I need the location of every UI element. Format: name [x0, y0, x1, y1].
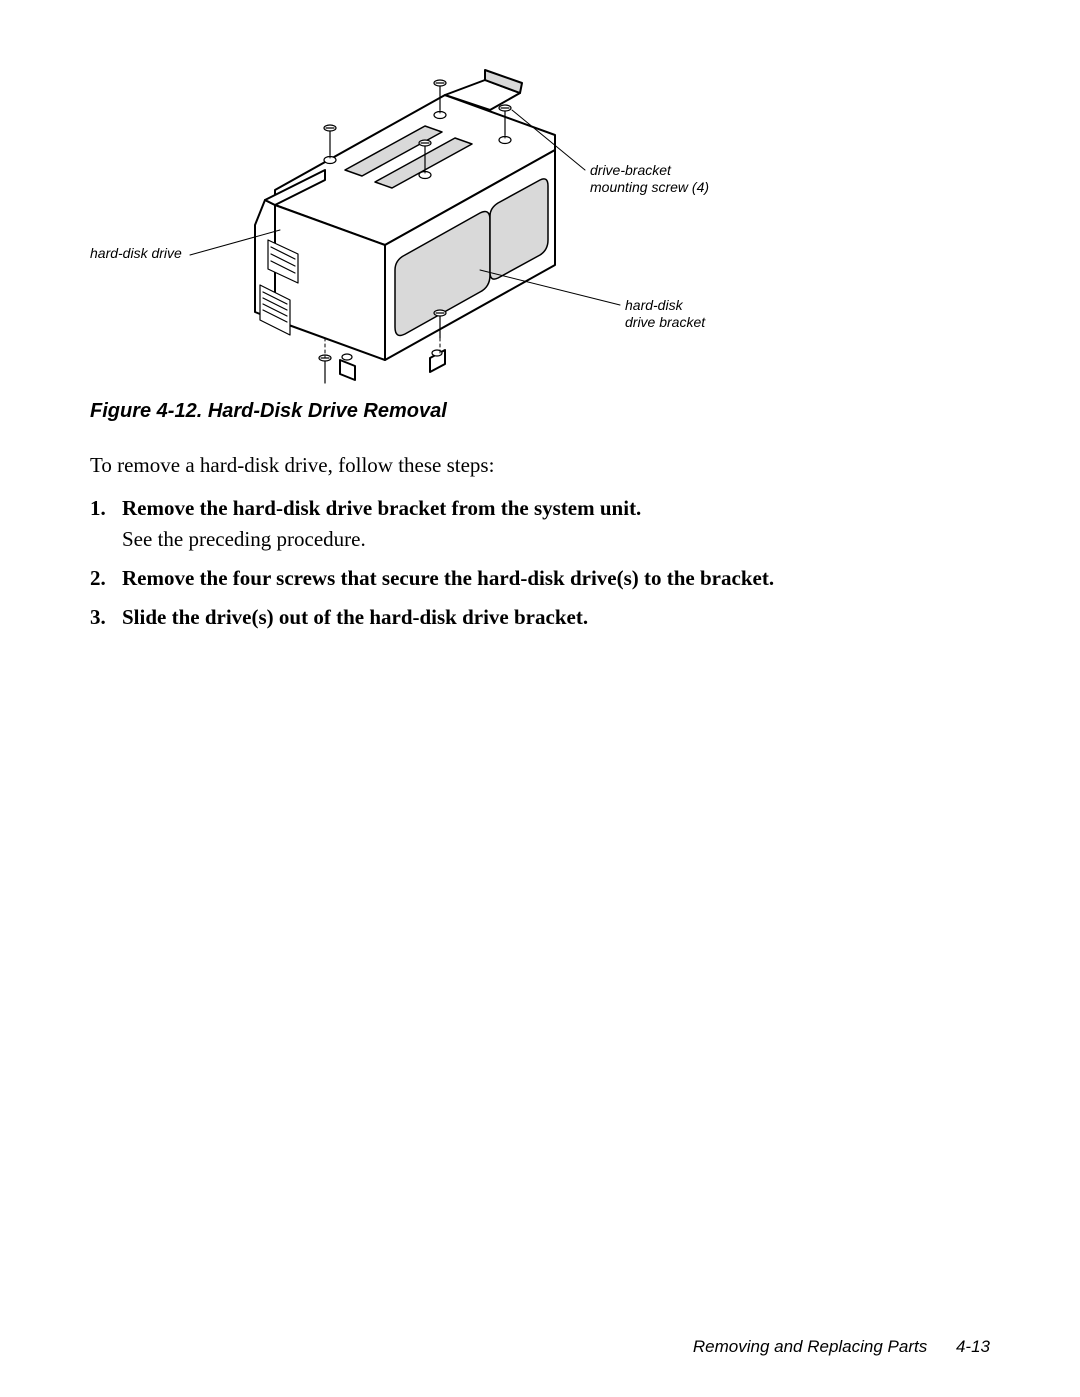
step-item: Remove the hard-disk drive bracket from …: [90, 496, 990, 552]
step-item: Remove the four screws that secure the h…: [90, 566, 990, 591]
callout-screw: drive-bracket mounting screw (4): [590, 162, 709, 196]
footer-page-number: 4-13: [956, 1337, 990, 1356]
steps-list: Remove the hard-disk drive bracket from …: [90, 496, 990, 630]
intro-text: To remove a hard-disk drive, follow thes…: [90, 453, 990, 478]
step-title: Remove the hard-disk drive bracket from …: [122, 496, 990, 521]
step-body: See the preceding procedure.: [122, 527, 990, 552]
footer-section: Removing and Replacing Parts: [693, 1337, 927, 1356]
step-item: Slide the drive(s) out of the hard-disk …: [90, 605, 990, 630]
page-footer: Removing and Replacing Parts 4-13: [693, 1337, 990, 1357]
figure-area: hard-disk drive drive-bracket mounting s…: [90, 60, 990, 390]
callout-hdd: hard-disk drive: [90, 245, 182, 262]
step-title: Remove the four screws that secure the h…: [122, 566, 990, 591]
callout-bracket: hard-disk drive bracket: [625, 297, 705, 331]
figure-caption: Figure 4-12. Hard-Disk Drive Removal: [90, 400, 990, 423]
hdd-diagram: [90, 60, 990, 390]
step-title: Slide the drive(s) out of the hard-disk …: [122, 605, 990, 630]
page: hard-disk drive drive-bracket mounting s…: [0, 0, 1080, 1397]
